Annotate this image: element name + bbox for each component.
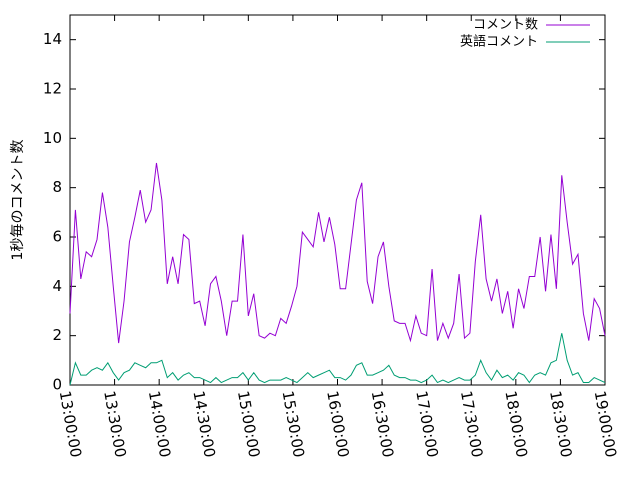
x-tick-label: 13:30:00 [100, 389, 129, 458]
x-tick-label: 14:00:00 [145, 389, 174, 458]
x-tick-label: 19:00:00 [591, 389, 620, 458]
x-tick-label: 16:30:00 [368, 389, 397, 458]
series-line-1 [69, 333, 606, 386]
y-tick-label: 10 [43, 129, 62, 147]
x-tick-label: 17:00:00 [412, 389, 441, 458]
y-tick-label: 6 [52, 228, 62, 246]
x-tick-label: 14:30:00 [189, 389, 218, 458]
x-tick-label: 16:00:00 [323, 389, 352, 458]
y-axis-label: 1秒毎のコメント数 [10, 140, 26, 261]
y-tick-label: 12 [43, 80, 62, 98]
y-tick-label: 4 [52, 277, 62, 295]
x-tick-label: 18:00:00 [501, 389, 530, 458]
x-tick-label: 18:30:00 [546, 389, 575, 458]
y-tick-label: 8 [52, 178, 62, 196]
series-line-0 [69, 162, 606, 344]
legend-label-0: コメント数 [473, 18, 538, 33]
legend-label-1: 英語コメント [460, 34, 538, 50]
y-axis: 0 2 4 6 8 10 12 14 [43, 30, 605, 394]
series-lines [69, 162, 606, 386]
x-tick-label: 17:30:00 [457, 389, 486, 458]
x-tick-label: 15:00:00 [234, 389, 263, 458]
x-axis: 13:00:00 13:30:00 14:00:00 14:30:00 15:00:00… [56, 15, 620, 459]
y-tick-label: 14 [43, 30, 62, 48]
x-tick-label: 13:00:00 [56, 389, 85, 458]
x-tick-label: 15:30:00 [279, 389, 308, 458]
y-tick-label: 2 [52, 326, 62, 344]
y-tick-label: 0 [52, 376, 62, 394]
plot-frame [69, 14, 606, 386]
